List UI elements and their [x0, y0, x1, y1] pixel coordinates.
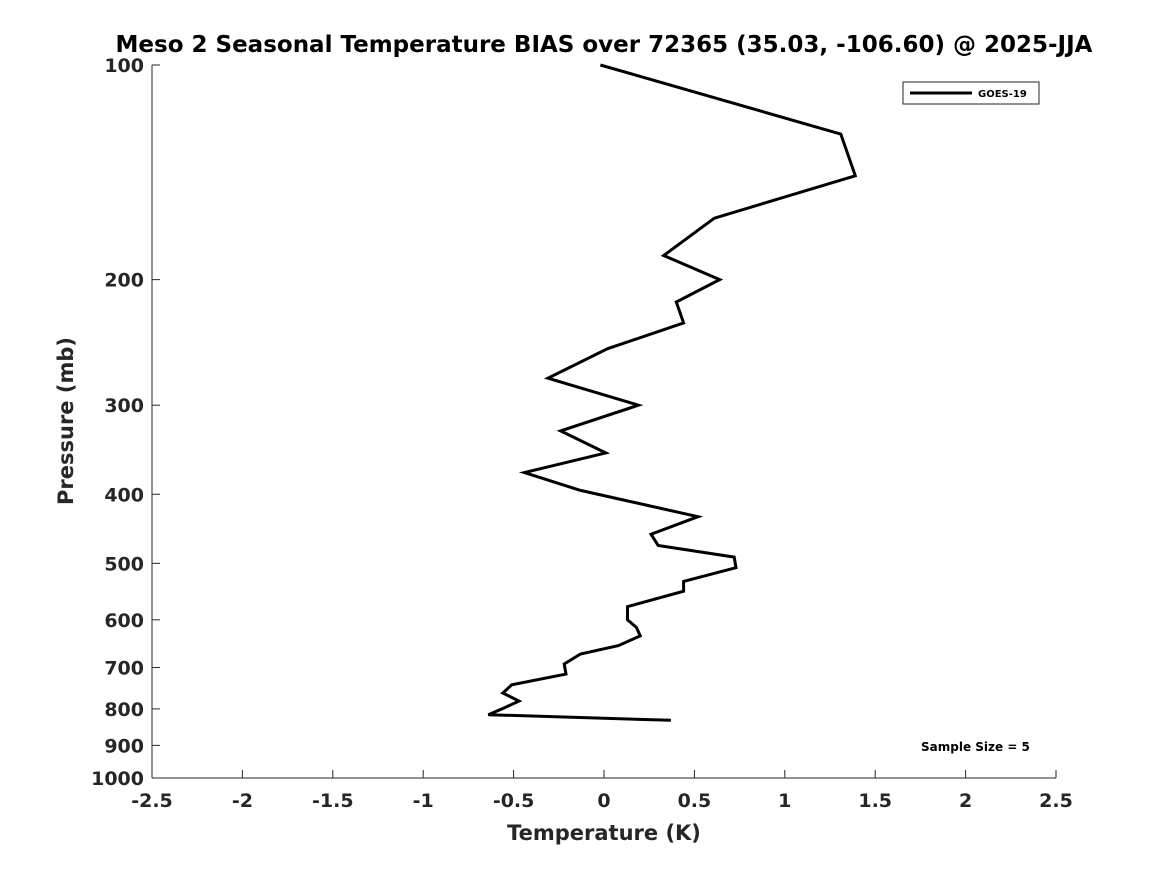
x-tick-label: 1.5: [858, 790, 892, 812]
y-axis-label: Pressure (mb): [54, 337, 78, 505]
legend: GOES-19: [902, 81, 1040, 105]
y-tick-label: 300: [104, 395, 144, 417]
chart-title: Meso 2 Seasonal Temperature BIAS over 72…: [116, 32, 1093, 58]
y-tick-label: 900: [104, 735, 144, 757]
y-tick-label: 200: [104, 270, 144, 292]
y-tick-label: 400: [104, 484, 144, 506]
y-axis-ticks: 100 200 300 400 500 600 700 800 900 1000: [91, 55, 160, 790]
series-layer: [487, 63, 858, 722]
x-tick-label: -1.5: [312, 790, 354, 812]
y-tick-label: 500: [104, 553, 144, 575]
x-axis-label: Temperature (K): [507, 821, 701, 845]
y-tick-label: 600: [104, 610, 144, 632]
legend-label-goes-19: GOES-19: [978, 89, 1027, 100]
series-line-goes-19: [487, 63, 858, 722]
x-tick-label: -1: [413, 790, 434, 812]
x-tick-label: 2: [959, 790, 972, 812]
x-tick-label: -2: [232, 790, 253, 812]
y-tick-label: 100: [104, 55, 144, 77]
sample-size-annotation: Sample Size = 5: [921, 740, 1030, 754]
x-tick-label: 0: [597, 790, 610, 812]
y-tick-label: 800: [104, 699, 144, 721]
x-tick-label: 1: [778, 790, 791, 812]
y-tick-label: 1000: [91, 768, 144, 790]
y-tick-label: 700: [104, 658, 144, 680]
x-axis-ticks: -2.5 -2 -1.5 -1 -0.5 0 0.5 1 1.5 2 2.5: [131, 770, 1073, 812]
x-tick-label: -0.5: [493, 790, 535, 812]
x-tick-label: 2.5: [1039, 790, 1073, 812]
x-tick-label: 0.5: [678, 790, 712, 812]
x-tick-label: -2.5: [131, 790, 173, 812]
